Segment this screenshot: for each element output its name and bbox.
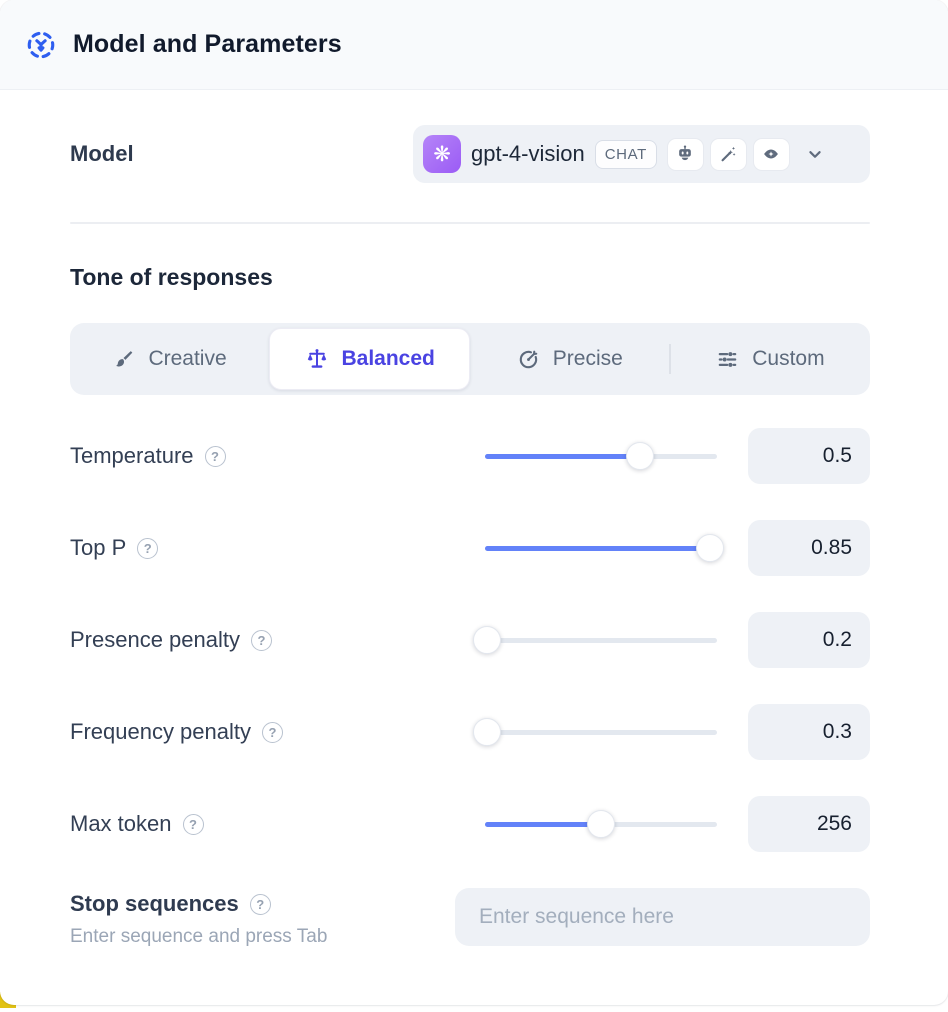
magic-wand-icon [709,137,747,171]
openai-logo: ❋ [423,135,461,173]
max-token-label: Max token [70,811,172,836]
sliders-icon [716,348,739,371]
slider-thumb[interactable] [587,810,615,838]
help-icon[interactable]: ? [249,893,271,915]
slider-thumb[interactable] [626,442,655,470]
max-token-label-group: Max token ? [70,811,485,837]
presence-penalty-label: Presence penalty [70,627,240,652]
top-p-row: Top P ? 0.85 [70,520,870,576]
slider-thumb[interactable] [696,534,725,562]
tab-precise[interactable]: Precise [470,323,669,395]
help-icon[interactable]: ? [204,445,226,467]
tone-section-title: Tone of responses [70,264,273,290]
tab-label: Custom [752,347,825,370]
presence-penalty-value[interactable]: 0.2 [748,612,870,668]
panel-header: Model and Parameters [0,0,948,90]
stop-sequences-label-group: Stop sequences ? Enter sequence and pres… [70,888,455,948]
frequency-penalty-value[interactable]: 0.3 [748,704,870,760]
help-icon[interactable]: ? [262,721,283,743]
stop-sequences-label: Stop sequences [70,891,239,916]
section-divider [70,222,870,224]
vision-eye-icon [752,137,790,171]
slider-thumb[interactable] [473,718,502,746]
tab-separator [669,344,671,374]
temperature-row: Temperature ? 0.5 [70,428,870,484]
top-p-value[interactable]: 0.85 [748,520,870,576]
tab-balanced[interactable]: Balanced [269,328,471,390]
frequency-penalty-slider[interactable] [473,718,717,746]
help-icon[interactable]: ? [182,813,204,835]
tab-creative[interactable]: Creative [70,323,269,395]
help-icon[interactable]: ? [137,537,159,559]
temperature-label: Temperature [70,443,194,468]
target-icon [517,348,540,371]
temperature-slider[interactable] [485,442,717,470]
presence-penalty-label-group: Presence penalty ? [70,627,485,653]
max-token-value[interactable]: 256 [748,796,870,852]
chevron-down-icon [804,143,826,165]
page-title: Model and Parameters [73,30,342,58]
top-p-label: Top P [70,535,127,560]
stop-sequences-row: Stop sequences ? Enter sequence and pres… [70,888,870,948]
temperature-label-group: Temperature ? [70,443,485,469]
selected-model-name: gpt-4-vision [471,141,585,166]
frequency-penalty-label: Frequency penalty [70,719,251,744]
slider-thumb[interactable] [473,626,502,654]
stop-sequences-hint: Enter sequence and press Tab [70,926,328,947]
tab-custom[interactable]: Custom [671,323,870,395]
model-nodes-icon [26,30,56,60]
model-label: Model [70,141,134,166]
panel-body: Model ❋ gpt-4-vision CHAT [0,125,948,948]
frequency-penalty-label-group: Frequency penalty ? [70,719,485,745]
paintbrush-icon [112,348,135,371]
tab-label: Balanced [341,347,435,370]
help-icon[interactable]: ? [251,629,272,651]
robot-icon [666,137,704,171]
max-token-row: Max token ? 256 [70,796,870,852]
stop-sequence-input[interactable] [455,888,870,946]
tone-tab-group: Creative Balanced [70,323,870,395]
model-select-dropdown[interactable]: ❋ gpt-4-vision CHAT [413,125,870,183]
top-p-label-group: Top P ? [70,535,485,561]
model-type-badge: CHAT [594,139,657,169]
frequency-penalty-row: Frequency penalty ? 0.3 [70,704,870,760]
tab-label: Creative [148,347,227,370]
tab-label: Precise [552,347,623,370]
presence-penalty-slider[interactable] [473,626,717,654]
balance-scale-icon [305,347,329,371]
presence-penalty-row: Presence penalty ? 0.2 [70,612,870,668]
model-row: Model ❋ gpt-4-vision CHAT [70,125,870,183]
temperature-value[interactable]: 0.5 [748,428,870,484]
max-token-slider[interactable] [485,810,717,838]
top-p-slider[interactable] [485,534,725,562]
